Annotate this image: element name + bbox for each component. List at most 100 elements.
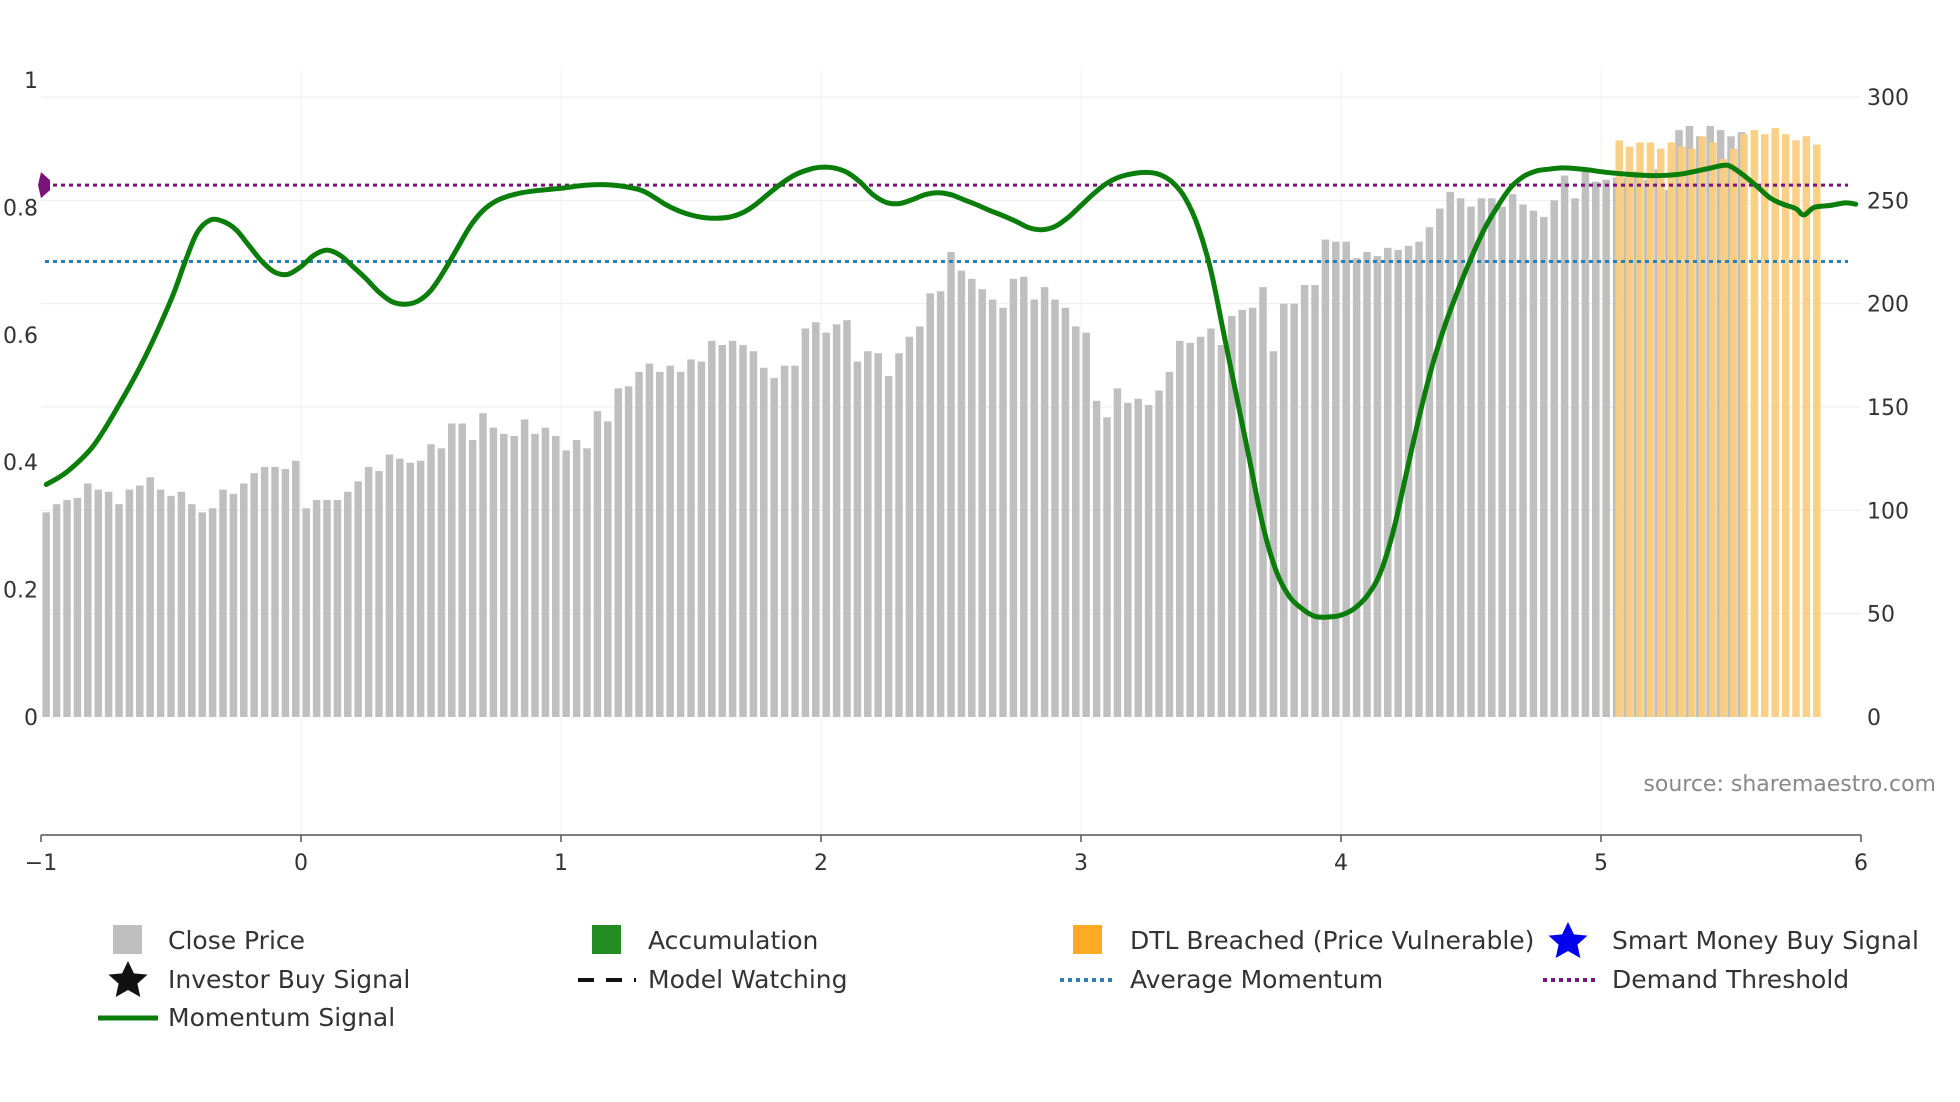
dtl-breached-bar — [1667, 142, 1675, 717]
close-price-bar — [1373, 256, 1382, 717]
close-price-bar — [385, 454, 394, 717]
legend-close-price-swatch — [113, 925, 142, 954]
close-price-bar — [427, 444, 435, 717]
close-price-bar — [1269, 351, 1278, 717]
close-price-bar — [905, 336, 914, 717]
close-price-bar — [1072, 326, 1080, 717]
close-price-bar — [479, 413, 487, 717]
close-price-bar — [1300, 285, 1309, 717]
close-price-bar — [167, 495, 175, 717]
close-price-bar — [864, 351, 872, 717]
close-price-bar — [947, 252, 955, 717]
close-price-bar — [260, 466, 269, 717]
x-tick-label: 6 — [1854, 851, 1868, 876]
y-left-tick-label: 0.2 — [3, 579, 38, 604]
reference-lines — [38, 172, 1848, 264]
y-right-tick-label: 0 — [1867, 706, 1881, 731]
close-price-bar — [1280, 303, 1288, 717]
close-price-bar — [843, 320, 851, 717]
close-price-bar — [281, 469, 290, 717]
close-price-bar — [52, 504, 61, 717]
close-price-bar — [687, 359, 695, 717]
close-price-bar — [375, 471, 383, 717]
dtl-breached-bar — [1813, 144, 1821, 718]
dtl-breached-bar — [1625, 146, 1634, 718]
close-price-bar — [1144, 404, 1153, 717]
y-right-tick-label: 100 — [1867, 499, 1909, 524]
close-price-bar — [146, 477, 154, 717]
close-price-bar — [1446, 192, 1454, 718]
legend-demand-threshold: Demand Threshold — [1612, 965, 1849, 994]
close-price-bar — [697, 361, 706, 717]
close-price-bar — [770, 378, 778, 717]
legend-model-watching: Model Watching — [648, 965, 848, 994]
close-price-bar — [1228, 316, 1236, 717]
close-price-bar — [957, 270, 966, 717]
close-price-bar — [94, 489, 102, 717]
dtl-breached-bar — [1781, 134, 1790, 717]
close-price-bar — [1550, 200, 1558, 718]
close-price-bar — [198, 512, 206, 717]
investor-star-icon — [108, 961, 148, 997]
legend-accumulation-swatch — [592, 925, 621, 954]
close-price-bar — [156, 489, 165, 717]
x-tick-label: 3 — [1074, 851, 1088, 876]
legend-smart-money: Smart Money Buy Signal — [1612, 926, 1919, 955]
x-tick-label: −1 — [25, 851, 57, 876]
close-price-bar — [396, 458, 404, 717]
close-price-bar — [926, 293, 934, 717]
close-price-bar — [749, 351, 758, 717]
close-price-bar — [302, 508, 310, 717]
close-price-bar — [1040, 287, 1049, 717]
y-left-tick-label: 0 — [24, 706, 38, 731]
close-price-bar — [84, 483, 92, 717]
close-price-bar — [1498, 206, 1506, 718]
close-price-bar — [229, 493, 238, 717]
close-price-bar — [188, 504, 196, 717]
close-price-bar — [468, 440, 477, 717]
close-price-bar — [853, 361, 862, 717]
close-price-bar — [63, 500, 71, 717]
y-left-tick-label: 0.4 — [3, 451, 38, 476]
momentum-signal-line — [43, 162, 1859, 620]
close-price-bar — [739, 345, 747, 717]
close-price-bar — [1248, 307, 1257, 717]
close-price-bar — [1477, 198, 1486, 717]
dtl-breached-bar — [1802, 136, 1811, 717]
close-price-bar — [448, 423, 456, 717]
close-price-bar — [344, 491, 352, 717]
close-price-bar — [1425, 227, 1434, 717]
x-tick-label: 5 — [1594, 851, 1608, 876]
close-price-bar — [292, 460, 300, 717]
dtl-breached-bar — [1761, 134, 1769, 717]
close-price-bar — [1290, 303, 1298, 717]
close-price-bar — [1030, 299, 1038, 717]
close-price-bar — [1103, 417, 1111, 717]
source-note: source: sharemaestro.com — [1643, 772, 1936, 797]
y-left-tick-label: 0.8 — [3, 196, 38, 221]
close-price-bar — [1176, 340, 1184, 717]
legend-dtl-breached: DTL Breached (Price Vulnerable) — [1130, 926, 1534, 955]
close-price-bar — [42, 512, 50, 717]
y-left-tick-label: 1 — [24, 69, 38, 94]
close-price-bar — [1186, 342, 1194, 717]
dtl-breached-bar — [1677, 146, 1686, 718]
dtl-breached-bar — [1646, 142, 1655, 717]
close-price-bar — [1384, 247, 1392, 717]
close-price-bar — [1436, 208, 1444, 717]
dtl-breached-bar — [1698, 136, 1707, 717]
dtl-breached-bar — [1719, 159, 1727, 717]
close-price-bar — [572, 440, 581, 717]
dtl-breached-bar — [1792, 140, 1800, 717]
y-right-tick-label: 250 — [1867, 189, 1909, 214]
close-price-bar — [136, 485, 144, 717]
close-price-bar — [541, 427, 550, 717]
close-price-bar — [552, 435, 560, 717]
close-price-bar — [708, 340, 716, 717]
close-price-bar — [125, 489, 134, 717]
close-price-bar — [812, 322, 820, 717]
close-price-bar — [271, 466, 279, 717]
close-price-bar — [1113, 388, 1122, 717]
close-price-bar — [968, 278, 976, 717]
